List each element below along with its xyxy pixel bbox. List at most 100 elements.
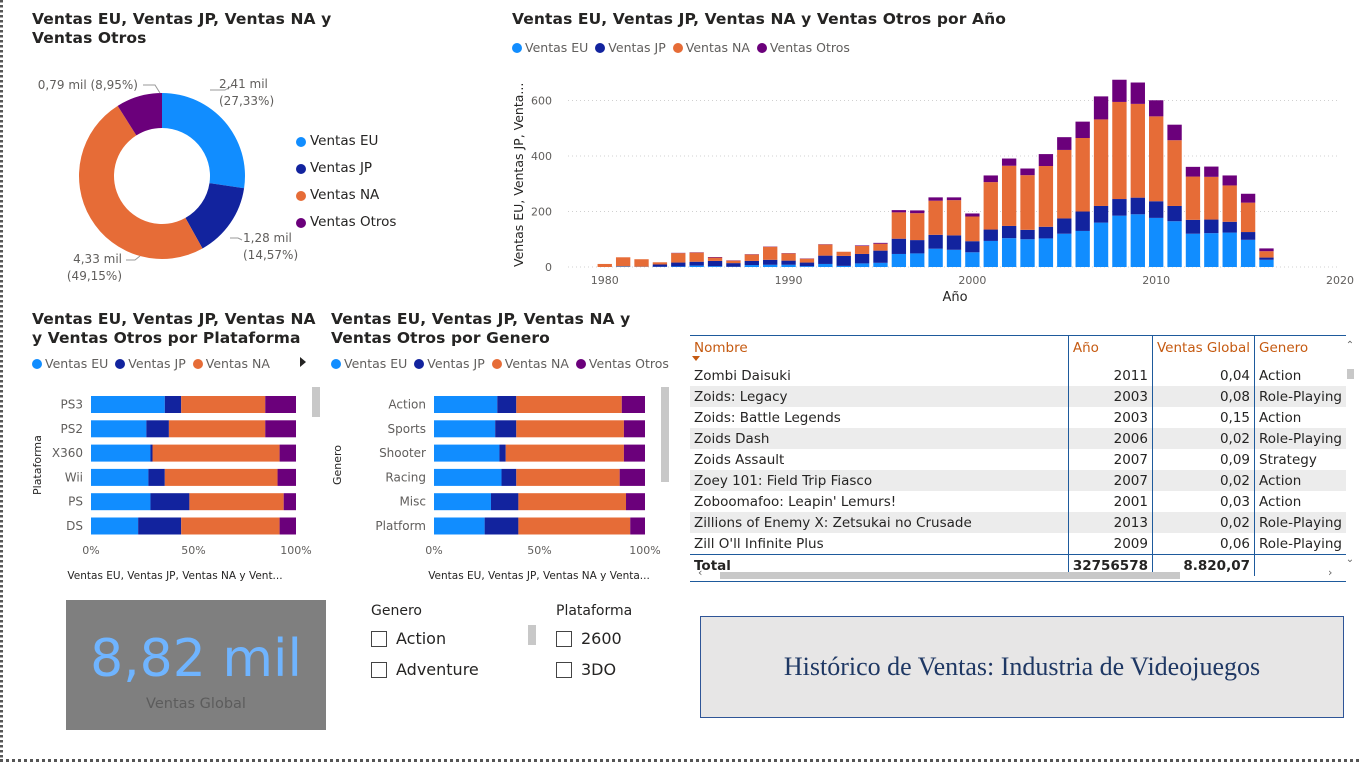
year-ytick: 0 [545,261,552,274]
bar-na [168,420,266,438]
year-bar-na [910,213,925,241]
genre-chart-xlabel: Ventas EU, Ventas JP, Ventas NA y Venta.… [428,570,650,582]
legend-dot-otros [575,358,586,369]
cell-nombre: Zoids: Legacy [690,386,1069,407]
legend-dot-jp [115,358,126,369]
cell-ano: 2003 [1067,386,1153,407]
bar-eu [91,517,139,535]
genre-legend-jp[interactable]: Ventas JP [414,356,485,371]
checkbox[interactable] [556,630,572,647]
col-header-ventas-global[interactable]: Ventas Global [1151,336,1255,365]
slicer-plataforma-option-2600[interactable]: 2600 [556,629,676,648]
genre-legend-eu[interactable]: Ventas EU [331,356,407,371]
year-chart[interactable]: Ventas EU, Ventas JP, Venta... 0 200 400 60… [505,62,1355,307]
slicer-genero-option-action[interactable]: Action [371,629,541,648]
bar-eu [91,444,151,462]
year-bar-jp [891,238,907,254]
col-header-ano[interactable]: Año [1067,336,1153,365]
table-row[interactable]: Zoboomafoo: Leapin' Lemurs! 2001 0,03 Actio… [690,491,1346,512]
cell-ano: 2001 [1067,491,1153,512]
table-row[interactable]: Zill O'll Infinite Plus 2009 0,06 Role-Play… [690,533,1346,555]
year-bar-otros [1075,121,1090,138]
year-legend-otros[interactable]: Ventas Otros [756,40,850,55]
year-bar-na [818,244,833,256]
table-row[interactable]: Zoids Assault 2007 0,09 Strategy [690,449,1346,470]
table-vertical-scrollbar[interactable]: ⌃ ⌄ [1344,340,1356,565]
bar-otros [626,493,645,511]
table-vscroll-thumb[interactable] [1346,369,1354,379]
year-bar-otros [928,197,943,201]
legend-dot-na [672,42,683,53]
checkbox[interactable] [371,630,387,647]
year-legend-eu[interactable]: Ventas EU [512,40,588,55]
year-bar-eu [1057,233,1072,267]
genre-chart[interactable]: Genero Action Sports Shooter Racing Misc Plat… [325,385,675,585]
genre-legend-otros[interactable]: Ventas Otros [575,356,669,371]
year-bar-na [1093,119,1109,206]
table-row[interactable]: Zombi Daisuki 2011 0,04 Action [690,365,1346,386]
scroll-right-icon[interactable]: › [1328,566,1333,579]
scroll-up-icon[interactable]: ⌃ [1345,340,1355,351]
slicer-genero-option-adventure[interactable]: Adventure [371,660,541,679]
platform-chart-bars: PS3 PS2 X360 Wii PS DS 0% 50% 100% [52,396,312,557]
year-bar-otros [910,210,925,214]
year-bar-eu [983,240,998,267]
year-bar-otros [1112,79,1127,102]
cell-ventas-global: 0,09 [1151,449,1255,470]
legend-item-otros[interactable]: Ventas Otros [296,209,396,236]
year-bar-na [1149,116,1164,202]
bar-eu [91,468,149,486]
table-row[interactable]: Zillions of Enemy X: Zetsukai no Crusade… [690,512,1346,533]
legend-item-jp[interactable]: Ventas JP [296,155,396,182]
platform-legend-na[interactable]: Ventas NA [192,356,270,371]
year-bar-jp [1112,199,1127,216]
table-row[interactable]: Zoids Dash 2006 0,02 Role-Playing [690,428,1346,449]
platform-chart[interactable]: Plataforma PS3 PS2 X360 Wii PS DS 0% 50% 100% Ve… [25,385,325,585]
bar-otros [623,444,645,462]
platform-legend-eu[interactable]: Ventas EU [32,356,108,371]
scroll-left-icon[interactable]: ‹ [698,566,703,579]
table-horizontal-scrollbar[interactable]: ‹ › [690,566,1344,580]
legend-item-eu[interactable]: Ventas EU [296,128,396,155]
donut-chart[interactable]: 0,79 mil (8,95%) 2,41 mil (27,33%) 1,28 … [20,60,400,290]
legend-next-arrow-icon[interactable] [300,357,306,367]
table-hscroll-thumb[interactable] [720,572,1180,579]
col-header-nombre[interactable]: Nombre [690,336,1068,365]
bar-eu [434,396,498,413]
slicer-plataforma-option-3do[interactable]: 3DO [556,660,676,679]
category-label: Sports [388,422,426,436]
sales-table[interactable]: Nombre Año Ventas Global Genero Zombi Da… [690,335,1346,582]
bar-jp [499,444,506,462]
slicer-genero-scrollbar[interactable] [528,625,536,645]
year-bar-jp [1057,218,1072,234]
slicer-genero: Genero Action Adventure [371,603,541,679]
scroll-down-icon[interactable]: ⌄ [1345,554,1355,565]
xtick: 50% [181,544,205,557]
cell-genero: Action [1254,407,1346,428]
table-row[interactable]: Zoids: Battle Legends 2003 0,15 Action [690,407,1346,428]
year-bar-eu [1240,239,1256,267]
bar-otros [277,468,296,486]
table-row[interactable]: Zoey 101: Field Trip Fiasco 2007 0,02 Actio… [690,470,1346,491]
slicer-genero-title: Genero [371,603,422,619]
checkbox[interactable] [371,661,387,678]
year-legend-na[interactable]: Ventas NA [672,40,750,55]
year-legend-jp[interactable]: Ventas JP [595,40,666,55]
year-bar-na [1222,185,1237,222]
table-row[interactable]: Zoids: Legacy 2003 0,08 Role-Playing [690,386,1346,407]
bar-na [516,468,620,486]
col-header-genero[interactable]: Genero [1254,336,1346,365]
cell-ano: 2007 [1067,449,1153,470]
year-bar-eu [1001,238,1017,267]
cell-ventas-global: 0,15 [1151,407,1255,428]
genre-legend-na[interactable]: Ventas NA [491,356,569,371]
category-label: X360 [52,446,83,460]
year-bar-eu [1167,221,1182,267]
year-bar-na [744,254,759,261]
legend-item-na[interactable]: Ventas NA [296,182,396,209]
platform-chart-scrollbar [312,387,320,417]
checkbox[interactable] [556,661,572,678]
legend-label-otros: Ventas Otros [769,40,850,55]
platform-legend-jp[interactable]: Ventas JP [115,356,186,371]
year-bar-jp [836,255,851,266]
